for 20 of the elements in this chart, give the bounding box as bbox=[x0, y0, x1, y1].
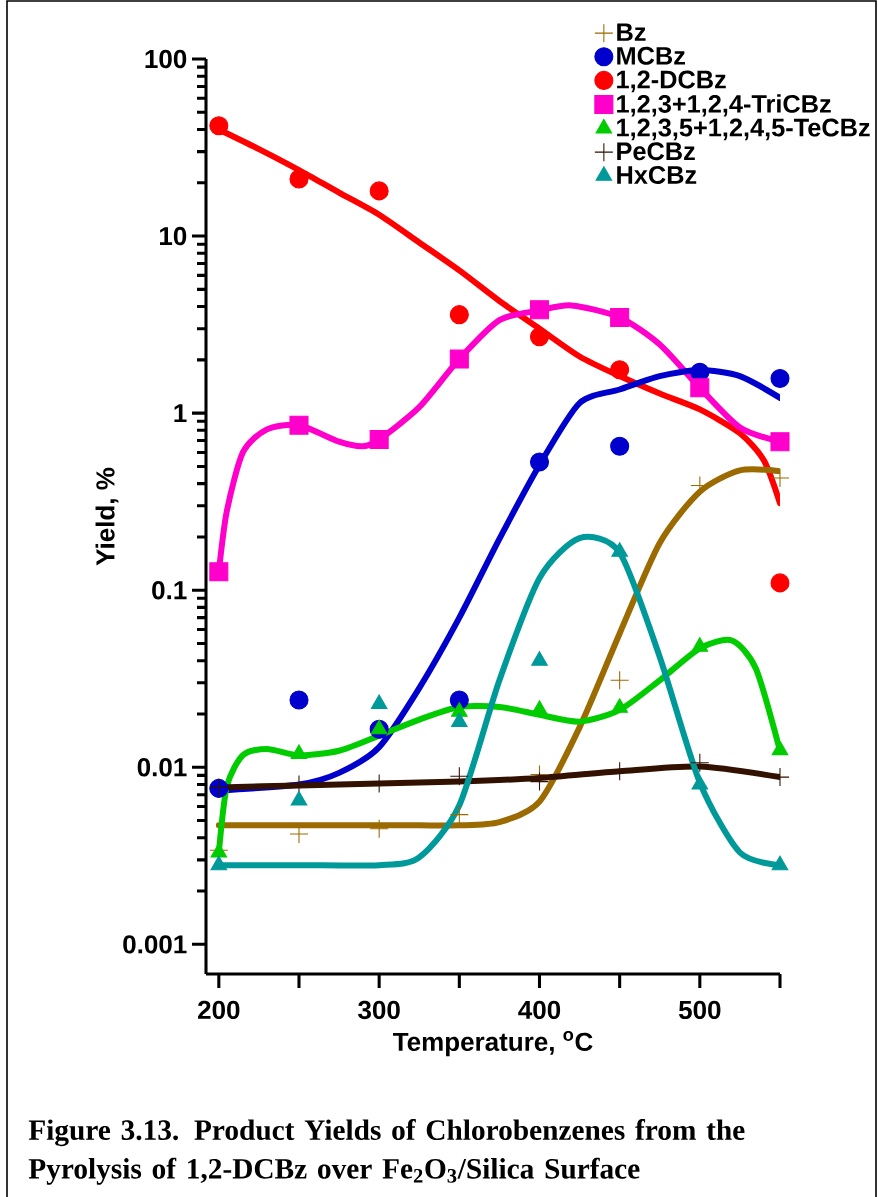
y-axis-title: Yield, % bbox=[95, 467, 119, 566]
x-tick-label: 500 bbox=[678, 1000, 721, 1020]
legend-label: 1,2,3,5+1,2,4,5-TeCBz bbox=[617, 118, 870, 141]
x-tick-label: 400 bbox=[518, 1000, 561, 1020]
x-axis-title: Temperature, $^{o}$C bbox=[393, 1030, 593, 1057]
legend-label: 1,2-DCBz bbox=[617, 70, 726, 93]
y-tick-label: 0.001 bbox=[123, 935, 187, 954]
x-tick-label: 300 bbox=[358, 1000, 400, 1020]
y-tick-label: 1 bbox=[174, 404, 187, 423]
y-tick-label: 0.1 bbox=[152, 581, 187, 600]
caption: Figure 3.13. Product Yields of Chlorobenzenes from the Pyrolysis of 1,2-DCBz over Fe$_{2}$O$_{3}$/Silica Surface bbox=[28, 1119, 745, 1185]
y-tick-label: 100 bbox=[145, 49, 187, 69]
legend-label: HxCBz bbox=[617, 165, 697, 184]
legend-label: MCBz bbox=[617, 46, 685, 65]
y-tick-label: 0.01 bbox=[137, 758, 187, 777]
x-tick-label: 200 bbox=[198, 1000, 240, 1020]
legend-label: PeCBz bbox=[617, 142, 695, 161]
y-tick-label: 10 bbox=[160, 226, 187, 246]
legend-label: 1,2,3+1,2,4-TriCBz bbox=[617, 94, 831, 117]
legend-label: Bz bbox=[617, 23, 646, 41]
